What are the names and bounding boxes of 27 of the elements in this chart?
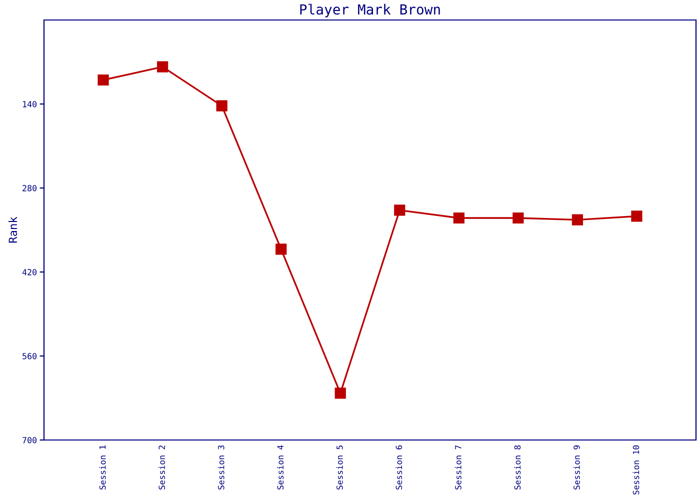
y-tick-label: 560	[22, 353, 37, 360]
point	[453, 212, 464, 224]
x-tick-label: Session 8	[514, 445, 521, 490]
x-tick-label: Session 7	[454, 445, 462, 490]
point	[394, 204, 406, 216]
x-tick-label: Session 5	[336, 446, 343, 490]
x-tick-label: Session 1	[99, 445, 106, 490]
y-tick-label: 420	[22, 269, 37, 276]
y-tick-label: 140	[23, 101, 37, 108]
x-tick-label: Session 9	[573, 445, 580, 490]
x-tick-label: Session 6	[396, 445, 402, 490]
x-tick-label: Session 3	[218, 445, 224, 490]
point	[334, 388, 346, 399]
point	[216, 100, 228, 112]
point	[156, 61, 168, 72]
point	[98, 74, 109, 86]
y-tick-label: 280	[22, 185, 37, 192]
x-tick-label: Session 4	[277, 445, 284, 490]
point	[276, 244, 287, 255]
point	[572, 214, 584, 226]
y-axis-title: Rank	[8, 216, 18, 243]
x-tick-label: Session 10	[632, 445, 640, 494]
point	[631, 210, 642, 222]
y-tick-label: 700	[22, 437, 37, 444]
x-tick-label: Session 2	[158, 446, 165, 490]
chart-title: Player Mark Brown	[300, 4, 440, 18]
point	[512, 212, 524, 224]
